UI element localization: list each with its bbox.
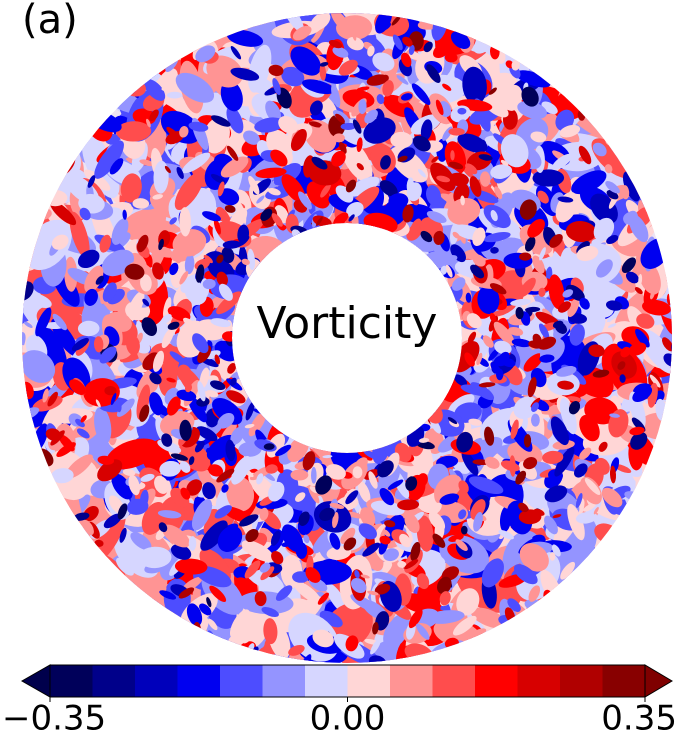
- vortex-blob: [166, 91, 183, 99]
- colorbar-tick-label: 0.00: [310, 699, 386, 739]
- colorbar-extend-min: [20, 664, 51, 698]
- vortex-blob: [516, 614, 528, 620]
- colorbar-segment: [560, 665, 603, 697]
- colorbar-segment: [347, 665, 391, 697]
- vortex-blob: [192, 622, 202, 641]
- colorbar-segment: [92, 665, 136, 697]
- colorbar-segment: [432, 665, 476, 697]
- colorbar-segment: [50, 665, 93, 697]
- colorbar-segment: [390, 665, 433, 697]
- colorbar-segment: [220, 665, 263, 697]
- colorbar: −0.35 0.00 0.35: [2, 664, 677, 739]
- colorbar-segment: [262, 665, 306, 697]
- colorbar-segment: [177, 665, 221, 697]
- colorbar-tick-label: −0.35: [2, 699, 106, 739]
- vortex-blob: [496, 368, 504, 381]
- center-label: Vorticity: [257, 298, 438, 349]
- vortex-blob: [290, 469, 309, 481]
- vortex-blob: [549, 552, 556, 561]
- colorbar-segment: [135, 665, 178, 697]
- colorbar-extend-max: [644, 664, 673, 698]
- panel-label: (a): [22, 0, 78, 43]
- colorbar-segment: [305, 665, 348, 697]
- vorticity-field: [22, 13, 672, 663]
- vortex-blob: [531, 413, 540, 427]
- colorbar-segment: [517, 665, 561, 697]
- colorbar-tick-label: 0.35: [601, 699, 677, 739]
- colorbar-segment: [602, 665, 646, 697]
- vortex-blob: [310, 466, 317, 484]
- colorbar-segment: [475, 665, 518, 697]
- vortex-blob: [519, 252, 532, 261]
- vortex-blob: [460, 525, 468, 535]
